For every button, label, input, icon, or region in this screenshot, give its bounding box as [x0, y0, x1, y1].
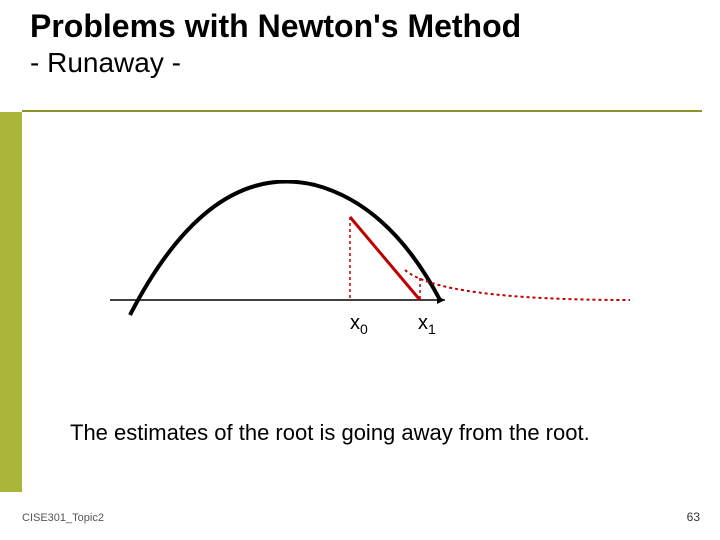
label-x1: x1	[418, 312, 436, 337]
tangent-x0	[350, 217, 420, 300]
title-underline	[22, 110, 702, 112]
accent-bar	[0, 112, 22, 492]
label-x0-sub: 0	[360, 321, 368, 337]
label-x1-sub: 1	[428, 321, 436, 337]
title-area: Problems with Newton's Method - Runaway …	[0, 0, 720, 79]
label-x1-base: x	[418, 312, 428, 334]
page-number: 63	[687, 510, 700, 524]
label-x0-base: x	[350, 312, 360, 334]
footer-left: CISE301_Topic2	[22, 512, 104, 524]
label-x0: x0	[350, 312, 368, 337]
caption: The estimates of the root is going away …	[70, 420, 590, 446]
slide-title: Problems with Newton's Method	[30, 8, 700, 45]
newton-runaway-diagram	[110, 180, 630, 340]
function-curve	[130, 182, 440, 315]
slide-subtitle: - Runaway -	[30, 47, 700, 79]
